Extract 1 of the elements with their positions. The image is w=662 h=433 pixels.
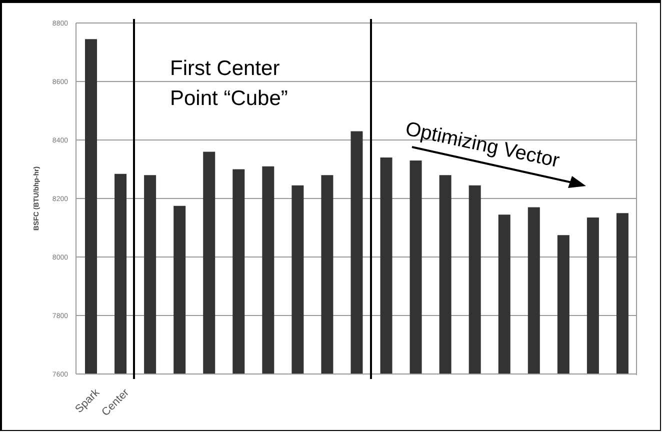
- annotation: First Center Point “Cube”: [170, 56, 289, 112]
